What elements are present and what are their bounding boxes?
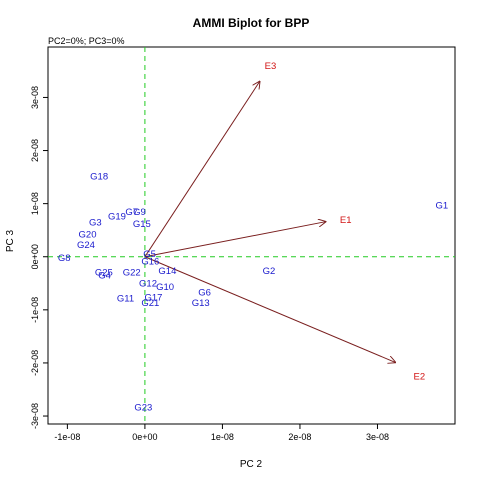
genotype-label-g12: G12	[139, 278, 157, 289]
y-axis-label: PC 3	[5, 229, 16, 252]
genotype-label-g8: G8	[58, 253, 71, 264]
environment-label-e3: E3	[265, 61, 277, 72]
x-tick-label: 1e-08	[211, 432, 234, 442]
genotype-label-g13: G13	[192, 298, 210, 309]
plot-area: -1e-08 0e+00 1e-08 2e-08 3e-08 -3e-08 -2e-08 -1…	[30, 46, 456, 442]
y-tick-label: 3e-08	[30, 86, 40, 109]
genotype-label-g4: G4	[98, 270, 111, 281]
environment-arrow-e3	[144, 82, 260, 258]
genotype-label-g17: G17	[144, 293, 162, 304]
y-tick-label: 1e-08	[30, 192, 40, 215]
genotype-label-g23: G23	[134, 403, 152, 414]
genotype-label-g22: G22	[123, 268, 141, 279]
y-tick-label: 0e+00	[30, 244, 40, 269]
x-tick-label: 2e-08	[288, 432, 311, 442]
genotype-label-g6: G6	[198, 287, 211, 298]
x-axis-label: PC 2	[240, 459, 263, 470]
genotype-label-g7: G7	[125, 207, 138, 218]
x-tick-label: 0e+00	[132, 432, 157, 442]
y-tick-label: -2e-08	[30, 350, 40, 376]
genotype-label-g9: G9	[133, 207, 146, 218]
chart-subtitle: PC2=0%; PC3=0%	[48, 36, 125, 46]
x-tick-label: -1e-08	[54, 432, 80, 442]
y-tick-label: -3e-08	[30, 403, 40, 429]
genotype-label-g25: G25	[95, 268, 113, 279]
genotype-label-g18: G18	[90, 172, 108, 183]
y-tick-label: 2e-08	[30, 139, 40, 162]
genotype-label-g24: G24	[77, 240, 95, 251]
genotype-label-g21: G21	[141, 298, 159, 309]
genotype-label-g10: G10	[156, 282, 174, 293]
environment-arrow-e1	[144, 222, 326, 258]
genotype-label-g20: G20	[79, 229, 97, 240]
chart-title: AMMI Biplot for BPP	[193, 16, 310, 30]
genotype-label-g14: G14	[158, 266, 176, 277]
environment-label-e1: E1	[340, 215, 352, 226]
genotype-label-g3: G3	[89, 218, 102, 229]
y-tick-label: -1e-08	[30, 297, 40, 323]
genotype-label-g1: G1	[435, 201, 448, 212]
genotype-label-g19: G19	[108, 211, 126, 222]
x-tick-label: 3e-08	[366, 432, 389, 442]
environment-label-e2: E2	[414, 372, 426, 383]
genotype-label-g15: G15	[133, 219, 151, 230]
genotype-label-g2: G2	[263, 266, 276, 277]
environment-arrow-e2	[144, 256, 395, 363]
genotype-label-g5: G5	[143, 249, 156, 260]
genotype-label-g16: G16	[141, 256, 159, 267]
plot-frame	[47, 46, 456, 425]
genotype-label-g11: G11	[117, 294, 134, 305]
